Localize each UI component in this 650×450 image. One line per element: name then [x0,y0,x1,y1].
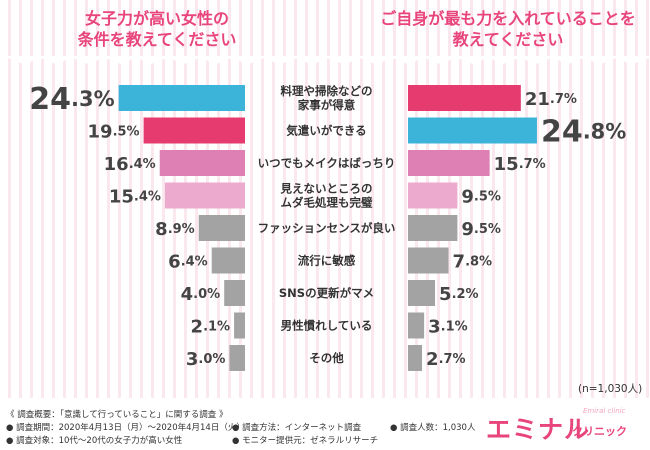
right-bar [408,117,537,144]
wave-divider [0,56,650,64]
right-bar-value: 2.7% [426,349,466,370]
survey-title: 《 調査概要：「意識して行っていること」に関する調査 》 [6,410,228,420]
category-label: ファッションセンスが良い [258,221,396,235]
left-bar-value: 2.1% [191,316,231,337]
left-bar [234,312,245,339]
left-bar [224,280,245,306]
survey-target: ● 調査対象：10代～20代の女子力が高い女性 [6,436,183,446]
category-label: 見えないところのムダ毛処理も完璧 [280,182,373,210]
right-bar [408,85,521,111]
right-bar [408,182,458,209]
left-question-line-1: 女子力が高い女性の [84,9,229,28]
brand-logo: エミナル [486,415,591,444]
brand-tagline: Emiral clinic [583,407,626,415]
right-bar-value: 9.5% [461,186,501,207]
left-bar [211,247,245,274]
right-bar-value: 15.7% [494,154,546,175]
survey-provider: ● モニター提供元：ゼネラルリサーチ [232,436,379,446]
right-bar-value: 21.7% [525,89,577,110]
left-question-title: 女子力が高い女性の 条件を教えてください [52,8,262,50]
right-question-title: ご自身が最も力を入れていることを 教えてください [378,8,638,50]
left-bar [143,117,245,144]
category-label: 流行に敏感 [298,254,356,268]
left-bar [229,345,245,371]
sample-size-note: (n=1,030人) [578,383,643,395]
right-question-line-2: 教えてください [452,30,564,49]
right-bar [408,150,490,176]
comparison-bar-chart: 24.3% 21.7% 料理や掃除などの家事が得意 19.5% 24.8% 気遣いができる… [29,82,626,371]
survey-count: ● 調査人数：1,030人 [390,423,476,433]
right-bar-value: 24.8% [541,114,626,149]
left-question-line-2: 条件を教えてください [77,30,237,49]
category-label: 気遣いができる [286,124,366,138]
left-bar [159,150,245,176]
right-bar-value: 7.8% [453,251,493,272]
right-bar-value: 9.5% [461,219,501,240]
category-label: 料理や掃除などの家事が得意 [281,84,373,112]
left-bar-value: 4.0% [181,284,221,305]
right-bar [408,345,423,371]
right-bar [408,312,425,339]
left-bar-value: 24.3% [29,82,114,117]
left-bar-value: 8.9% [155,219,195,240]
survey-method: ● 調査方法：インターネット調査 [232,423,362,433]
right-bar [408,247,449,274]
brand-logo-sub: クリニック [572,425,627,438]
category-label: いつでもメイクはばっちり [258,156,396,170]
left-bar-value: 15.4% [109,186,161,207]
right-bar [408,280,436,306]
left-bar-value: 3.0% [186,349,226,370]
survey-period: ● 調査期間：2020年4月13日（月）～2020年4月14日（火） [6,423,245,433]
left-bar-value: 19.5% [88,121,140,142]
category-label: 男性慣れしている [281,319,373,333]
left-bar [118,85,245,111]
left-bar-value: 6.4% [168,251,208,272]
right-bar-value: 5.2% [439,284,479,305]
right-question-line-1: ご自身が最も力を入れていることを [380,9,636,28]
category-label: SNSの更新がマメ [279,286,374,300]
right-bar [408,215,458,241]
left-bar [198,215,245,241]
left-bar-value: 16.4% [104,154,156,175]
left-bar [164,182,245,209]
survey-footer: 《 調査概要：「意識して行っていること」に関する調査 》 ● 調査期間：2020… [0,398,650,450]
category-label: その他 [309,351,344,365]
right-bar-value: 3.1% [428,316,468,337]
